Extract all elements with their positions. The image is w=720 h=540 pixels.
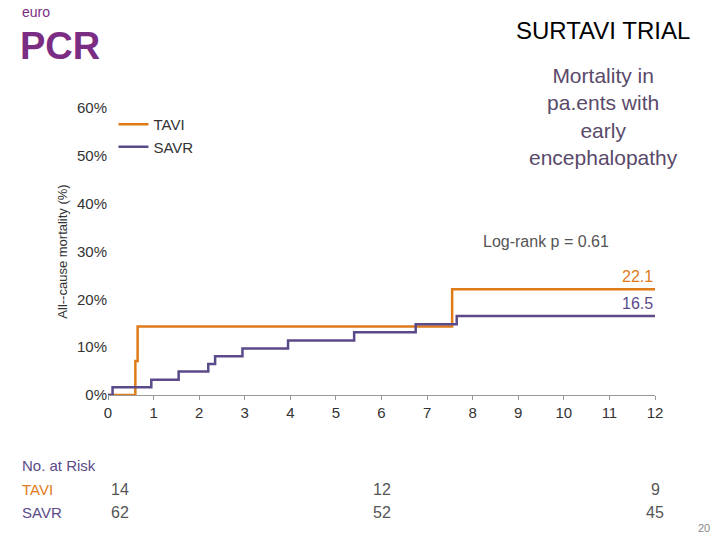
svg-text:50%: 50% [77,147,107,164]
svg-text:1: 1 [149,404,157,421]
svg-text:Mortality inpa.ents withearlye: Mortality inpa.ents withearlyencephalopa… [529,64,678,169]
svg-text:TAVI: TAVI [22,481,53,498]
svg-text:20%: 20% [77,291,107,308]
svg-text:60%: 60% [77,99,107,116]
svg-text:SAVR: SAVR [153,139,193,156]
svg-text:52: 52 [373,504,391,521]
svg-text:20: 20 [698,522,710,534]
svg-text:All-‐cause mortality (%): All-‐cause mortality (%) [55,184,70,318]
svg-text:euro: euro [22,4,50,20]
svg-text:3: 3 [241,404,249,421]
svg-text:TAVI: TAVI [153,116,184,133]
svg-text:14: 14 [111,481,129,498]
svg-text:40%: 40% [77,195,107,212]
svg-text:No. at Risk: No. at Risk [22,457,96,474]
svg-text:7: 7 [423,404,431,421]
svg-text:SURTAVI TRIAL: SURTAVI TRIAL [516,17,690,44]
svg-text:12: 12 [647,404,664,421]
svg-text:30%: 30% [77,243,107,260]
svg-text:62: 62 [111,504,129,521]
svg-text:Log-rank p = 0.61: Log-rank p = 0.61 [483,233,609,250]
svg-text:6: 6 [377,404,385,421]
svg-text:10: 10 [555,404,572,421]
svg-text:0%: 0% [85,386,107,403]
svg-text:5: 5 [332,404,340,421]
svg-text:22.1: 22.1 [622,268,653,285]
svg-text:PCR: PCR [20,25,100,67]
svg-text:45: 45 [646,504,664,521]
svg-text:9: 9 [651,481,660,498]
svg-text:8: 8 [468,404,476,421]
svg-text:0: 0 [104,404,112,421]
svg-text:11: 11 [602,404,618,421]
svg-text:SAVR: SAVR [22,504,62,521]
svg-text:10%: 10% [77,338,107,355]
svg-text:4: 4 [286,404,294,421]
svg-text:9: 9 [514,404,522,421]
svg-text:12: 12 [373,481,391,498]
svg-text:16.5: 16.5 [622,295,653,312]
svg-text:2: 2 [195,404,203,421]
